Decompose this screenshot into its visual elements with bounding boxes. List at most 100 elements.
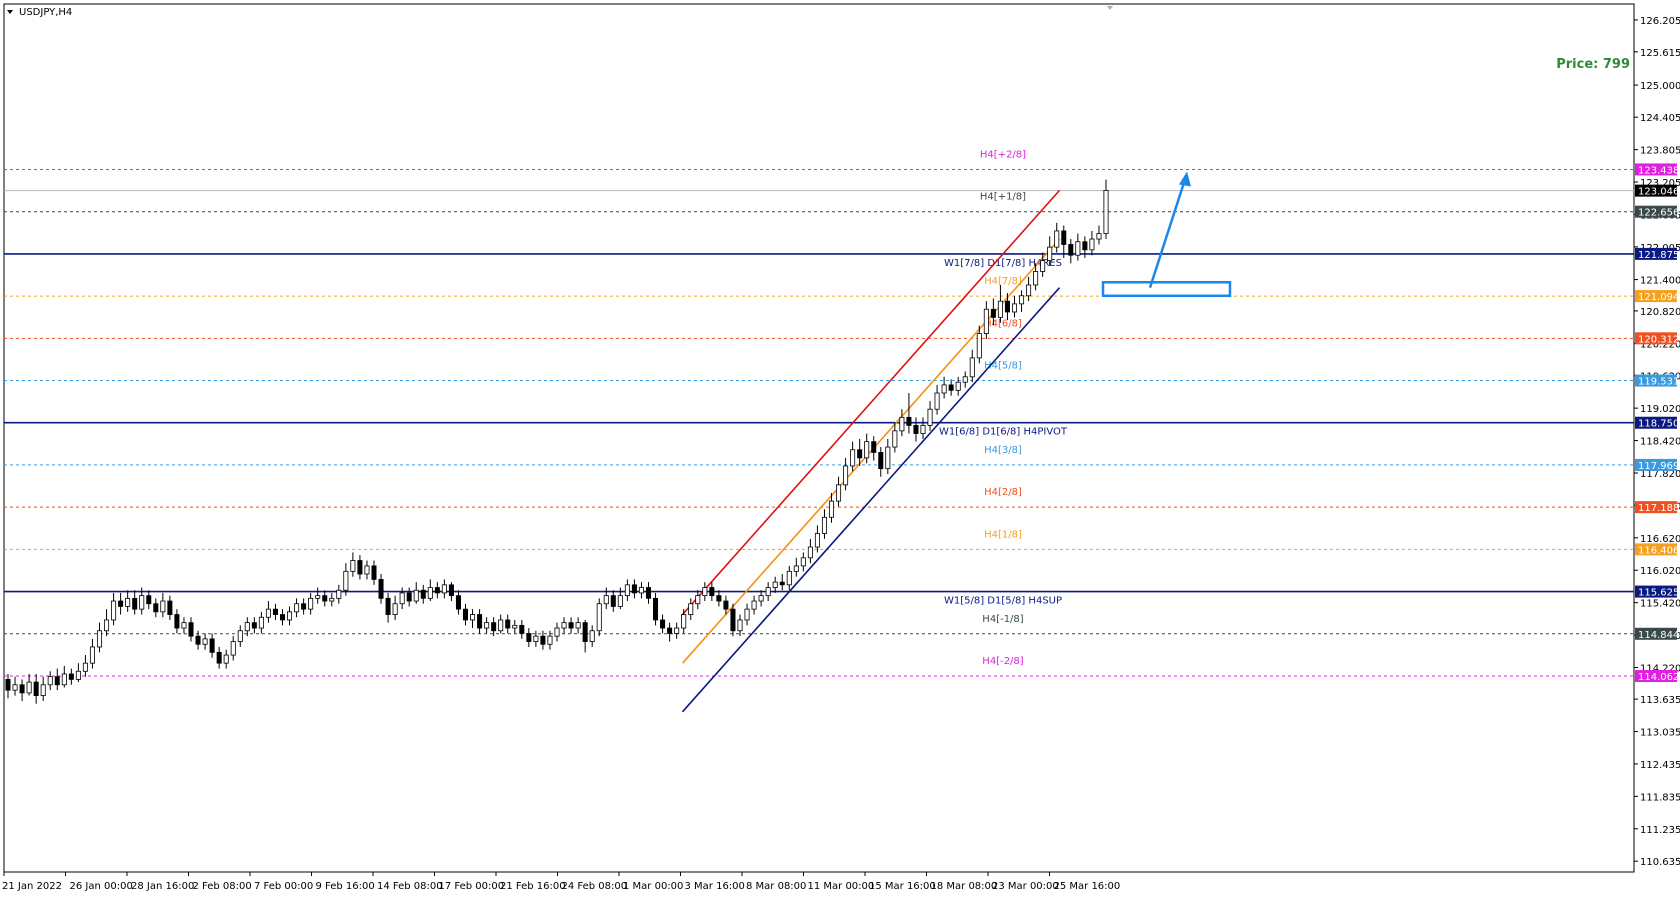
candle-body (913, 425, 919, 434)
level-price-tag: 114.062 (1638, 672, 1679, 683)
dropdown-triangle-icon[interactable] (7, 10, 13, 14)
candle-body (139, 595, 145, 610)
y-tick-label: 120.220 (1640, 339, 1680, 350)
candle-body (455, 595, 461, 610)
candle-body (1054, 230, 1060, 248)
candle-body (146, 595, 152, 605)
level-price-tag: 114.844 (1638, 630, 1679, 641)
candle-body (111, 600, 117, 621)
candle-body (308, 597, 314, 610)
candle-body (836, 484, 842, 502)
candle-body (385, 597, 391, 615)
candle-body (814, 533, 820, 548)
candle-body (82, 662, 88, 672)
level-text: H4[+1/8] (980, 192, 1026, 203)
level-price-tag: 120.312 (1638, 334, 1679, 345)
candle-body (132, 597, 138, 610)
level-price-tag: 118.750 (1638, 419, 1679, 430)
level-price-tag-bg (1635, 332, 1677, 345)
candle-body (174, 614, 180, 629)
candle-body (40, 684, 46, 696)
arrow-head-icon (1179, 171, 1191, 187)
candle-body (709, 587, 715, 597)
candle-body (997, 300, 1003, 318)
candle-body (934, 392, 940, 410)
candle-body (899, 416, 905, 432)
y-tick-label: 114.220 (1640, 663, 1680, 674)
candle-body (5, 678, 11, 691)
level-lines: H4[+2/8] H4[+1/8] W1[7/8] D1[7/8] H4RES H4[… (4, 149, 1634, 677)
candle-body (237, 630, 243, 642)
candle-body (575, 622, 581, 629)
channel-line-middle (681, 238, 1061, 664)
channel-line-lower (681, 287, 1061, 713)
level-price-tag: 117.188 (1638, 503, 1679, 514)
level-price-tag-bg (1635, 585, 1677, 598)
candle-body (512, 624, 518, 629)
candle-body (301, 603, 307, 610)
candle-body (477, 614, 483, 629)
candle-body (864, 441, 870, 459)
candle-body (779, 581, 785, 586)
y-tick-label: 111.235 (1640, 825, 1680, 836)
x-tick-label: 18 Mar 08:00 (931, 881, 998, 892)
level-price-tag: 123.438 (1638, 165, 1679, 176)
x-tick-label: 25 Mar 16:00 (1054, 881, 1121, 892)
candle-body (12, 684, 18, 691)
y-tick-label: 121.400 (1640, 276, 1680, 287)
level-price-tag-bg (1635, 374, 1677, 387)
candle-body (568, 622, 574, 629)
candle-body (645, 587, 652, 599)
level-text: W1[7/8] D1[7/8] H4RES (944, 258, 1062, 269)
candle-body (702, 587, 708, 597)
candle-body (441, 584, 447, 594)
candle-body (350, 560, 356, 572)
candle-body (631, 584, 637, 594)
candle-body (1011, 303, 1018, 313)
candle-body (793, 565, 799, 572)
candle-body (681, 614, 687, 629)
y-tick-label: 123.205 (1640, 178, 1680, 189)
candle-body (118, 600, 124, 607)
level-text: H4[6/8] (984, 318, 1022, 329)
y-tick-label: 125.000 (1640, 81, 1680, 92)
candle-body (1103, 190, 1109, 235)
price-tags: 123.438 122.656 121.875 121.094 120.312 119.5… (1635, 163, 1679, 683)
level-text: H4[2/8] (984, 487, 1022, 498)
level-text: H4[-2/8] (982, 656, 1023, 667)
candle-body (427, 587, 433, 599)
candle-body (941, 384, 947, 394)
candle-body (892, 430, 898, 448)
candle-body (1019, 295, 1025, 305)
candle-body (906, 416, 912, 426)
candle-body (969, 357, 975, 378)
level-price-tag-bg (1635, 458, 1677, 471)
level-text: W1[6/8] D1[6/8] H4PIVOT (939, 427, 1068, 438)
candle-body (322, 595, 328, 602)
candle-body (294, 603, 300, 613)
candle-body (990, 308, 996, 318)
candle-body (68, 673, 74, 680)
candle-body (491, 622, 497, 632)
candle-body (920, 425, 926, 434)
y-tick-label: 125.615 (1640, 48, 1680, 59)
level-text: H4[-1/8] (982, 614, 1023, 625)
candle-body (470, 614, 476, 621)
current-price-tag: 123.046 (1638, 187, 1679, 198)
candle-body (188, 622, 194, 637)
candle-body (258, 616, 264, 629)
candle-body (1004, 300, 1010, 313)
candle-body (1075, 241, 1081, 256)
candle-body (209, 638, 215, 653)
candle-body (19, 684, 25, 694)
candle-body (244, 622, 250, 632)
level-text: H4[3/8] (984, 445, 1022, 456)
candle-body (265, 608, 271, 618)
symbol-title: USDJPY,H4 (19, 7, 72, 18)
candle-body (181, 622, 187, 629)
y-tick-label: 113.035 (1640, 728, 1680, 739)
candle-body (561, 622, 567, 629)
candle-body (484, 622, 490, 629)
candle-body (505, 619, 511, 629)
